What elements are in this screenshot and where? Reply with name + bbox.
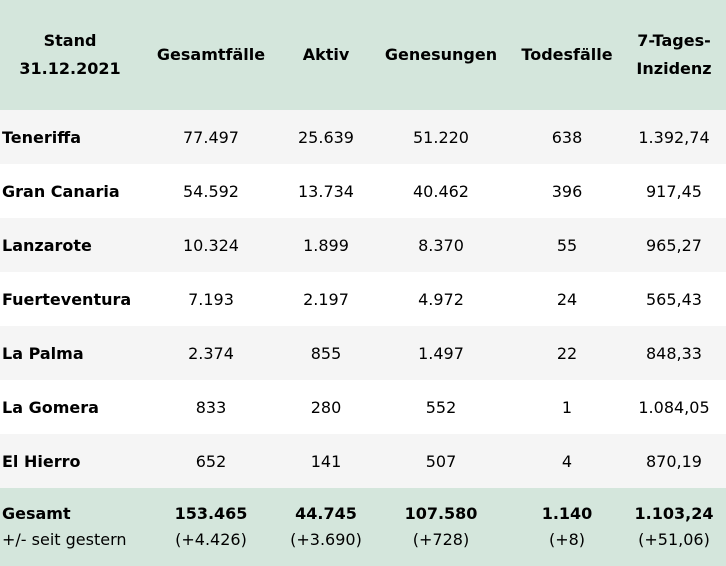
total-label-cell: Gesamt +/- seit gestern xyxy=(0,488,140,566)
total-row: Gesamt +/- seit gestern 153.465 (+4.426)… xyxy=(0,488,726,566)
cell-gesamtfaelle: 77.497 xyxy=(183,127,239,147)
island-name: Gran Canaria xyxy=(2,181,120,201)
table-row: La Gomera 833 280 552 1 1.084,05 xyxy=(0,380,726,434)
cell-todesfaelle: 1 xyxy=(561,397,573,417)
total-gesamtfaelle: 153.465 xyxy=(174,504,248,523)
island-name: La Gomera xyxy=(2,397,99,417)
cell-genesungen: 51.220 xyxy=(413,127,469,147)
total-todesfaelle: 1.140 xyxy=(541,504,593,523)
cell-gesamtfaelle: 2.374 xyxy=(188,343,234,363)
header-genesungen: Genesungen xyxy=(384,45,498,64)
cell-aktiv: 2.197 xyxy=(303,289,349,309)
cell-gesamtfaelle: 652 xyxy=(195,451,227,471)
delta-genesungen: (+728) xyxy=(412,530,470,549)
total-aktiv: 44.745 xyxy=(295,504,357,523)
total-genesungen-cell: 107.580 (+728) xyxy=(370,488,512,566)
header-inzidenz: 7-Tages- Inzidenz xyxy=(636,31,712,78)
table-header-row: Stand 31.12.2021 Gesamtfälle Aktiv Genes… xyxy=(0,0,726,110)
cell-gesamtfaelle: 10.324 xyxy=(183,235,239,255)
cell-todesfaelle: 55 xyxy=(556,235,578,255)
cell-gesamtfaelle: 833 xyxy=(195,397,227,417)
total-inzidenz: 1.103,24 xyxy=(634,504,714,523)
header-aktiv: Aktiv xyxy=(302,45,350,64)
cell-inzidenz: 1.392,74 xyxy=(638,127,710,147)
table-row: Gran Canaria 54.592 13.734 40.462 396 91… xyxy=(0,164,726,218)
header-gesamtfaelle: Gesamtfälle xyxy=(156,45,266,64)
total-aktiv-cell: 44.745 (+3.690) xyxy=(282,488,370,566)
table-row: Fuerteventura 7.193 2.197 4.972 24 565,4… xyxy=(0,272,726,326)
cell-gesamtfaelle: 7.193 xyxy=(188,289,234,309)
cell-inzidenz: 1.084,05 xyxy=(638,397,710,417)
table-row: Lanzarote 10.324 1.899 8.370 55 965,27 xyxy=(0,218,726,272)
delta-label: +/- seit gestern xyxy=(2,530,127,549)
total-inzidenz-cell: 1.103,24 (+51,06) xyxy=(622,488,726,566)
cell-genesungen: 40.462 xyxy=(413,181,469,201)
cell-inzidenz: 565,43 xyxy=(646,289,702,309)
total-todesfaelle-cell: 1.140 (+8) xyxy=(512,488,622,566)
cell-inzidenz: 965,27 xyxy=(646,235,702,255)
island-name: Fuerteventura xyxy=(2,289,132,309)
cell-aktiv: 280 xyxy=(310,397,342,417)
cell-todesfaelle: 24 xyxy=(556,289,578,309)
total-genesungen: 107.580 xyxy=(404,504,478,523)
cell-genesungen: 552 xyxy=(425,397,457,417)
header-todesfaelle: Todesfälle xyxy=(521,45,613,64)
cell-aktiv: 141 xyxy=(310,451,342,471)
cell-inzidenz: 917,45 xyxy=(646,181,702,201)
cell-todesfaelle: 4 xyxy=(561,451,573,471)
table-row: La Palma 2.374 855 1.497 22 848,33 xyxy=(0,326,726,380)
island-name: Teneriffa xyxy=(2,127,82,147)
cell-todesfaelle: 396 xyxy=(551,181,583,201)
cell-genesungen: 8.370 xyxy=(418,235,464,255)
island-name: Lanzarote xyxy=(2,235,92,255)
cell-genesungen: 4.972 xyxy=(418,289,464,309)
cell-inzidenz: 848,33 xyxy=(646,343,702,363)
cell-genesungen: 507 xyxy=(425,451,457,471)
table-row: El Hierro 652 141 507 4 870,19 xyxy=(0,434,726,488)
cell-genesungen: 1.497 xyxy=(418,343,464,363)
cell-gesamtfaelle: 54.592 xyxy=(183,181,239,201)
total-gesamtfaelle-cell: 153.465 (+4.426) xyxy=(140,488,282,566)
cell-aktiv: 1.899 xyxy=(303,235,349,255)
cell-aktiv: 25.639 xyxy=(298,127,354,147)
delta-todesfaelle: (+8) xyxy=(548,530,586,549)
cell-aktiv: 855 xyxy=(310,343,342,363)
cell-aktiv: 13.734 xyxy=(298,181,354,201)
delta-aktiv: (+3.690) xyxy=(290,530,362,549)
cell-inzidenz: 870,19 xyxy=(646,451,702,471)
island-name: La Palma xyxy=(2,343,84,363)
cell-todesfaelle: 638 xyxy=(551,127,583,147)
delta-inzidenz: (+51,06) xyxy=(638,530,710,549)
total-label: Gesamt xyxy=(2,504,71,523)
header-stand: Stand 31.12.2021 xyxy=(19,31,121,78)
island-name: El Hierro xyxy=(2,451,81,471)
delta-gesamtfaelle: (+4.426) xyxy=(175,530,247,549)
table-row: Teneriffa 77.497 25.639 51.220 638 1.392… xyxy=(0,110,726,164)
cell-todesfaelle: 22 xyxy=(556,343,578,363)
